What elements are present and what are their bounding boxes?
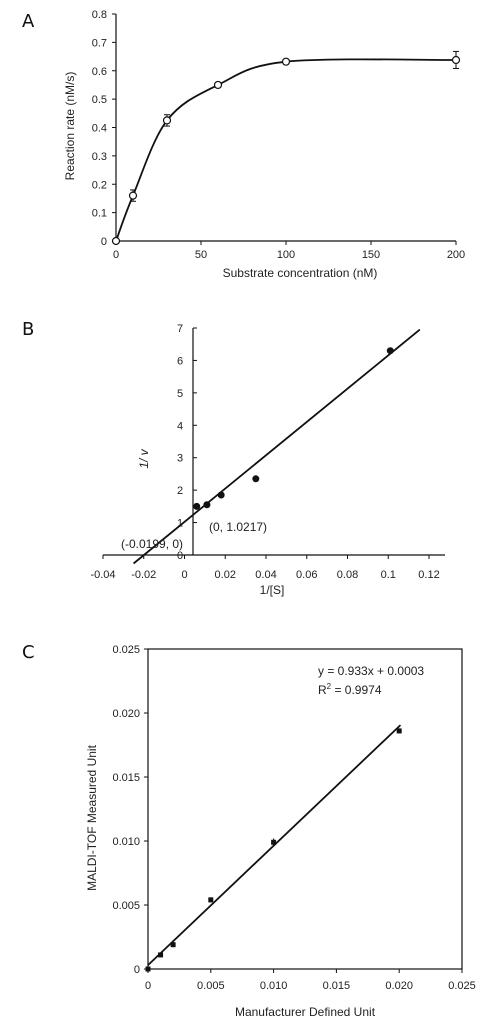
panel-b-data-point <box>203 501 211 509</box>
panel-a-x-tick-label: 200 <box>447 249 465 261</box>
panel-c-r-squared-sup: 2 <box>327 682 332 691</box>
panel-c-data-point <box>145 966 151 972</box>
panel-b-fit-line <box>132 328 421 565</box>
panel-a-data-point <box>111 236 121 246</box>
panel-a-x-tick-label: 100 <box>277 249 295 261</box>
panel-b-ticks: -0.04 -0.02 0 0.02 0.04 0.06 0.08 0.1 0.12 0 1 2 3 4 5… <box>90 323 439 581</box>
panel-b-points <box>193 347 394 510</box>
panel-c-data-point <box>396 728 402 734</box>
panel-b-y-axis-title: 1/ v <box>137 448 151 468</box>
panel-b: B -0.04 -0.02 0 0.02 0.04 0.06 0.08 0.1 0.12 0 1 2 3… <box>22 319 445 597</box>
panel-c-x-axis-title: Manufacturer Defined Unit <box>235 1005 376 1019</box>
panel-b-y-tick-label: 2 <box>177 485 183 497</box>
panel-b-data-point <box>252 475 260 483</box>
panel-c-ticks: 0 0.005 0.010 0.015 0.020 0.025 0 0.005 0.010 0.0… <box>112 644 475 992</box>
panel-b-x-tick-label: 0.04 <box>255 569 276 581</box>
panel-c-x-tick-label: 0.025 <box>448 980 476 992</box>
panel-c-y-tick-label: 0.020 <box>112 708 140 720</box>
panel-a-y-tick-label: 0.2 <box>92 179 107 191</box>
panel-c-y-axis-title: MALDI-TOF Measured Unit <box>85 744 99 890</box>
panel-c-plot-frame <box>147 648 463 970</box>
panel-a-label: A <box>22 11 35 32</box>
panel-b-x-tick-label: 0.02 <box>215 569 236 581</box>
panel-a-x-axis-title: Substrate concentration (nM) <box>223 266 378 280</box>
panel-b-y-tick-label: 7 <box>177 323 183 335</box>
panel-a-ticks: 0 50 100 150 200 0 0.1 0.2 0.3 0.4 0.5 0.6 0.7 0.8 <box>92 9 465 261</box>
panel-a-y-tick-label: 0.4 <box>92 123 107 135</box>
panel-a-y-tick-label: 0.8 <box>92 9 107 21</box>
panel-a-y-axis-title: Reaction rate (nM/s) <box>63 72 77 181</box>
panel-a-y-tick-label: 0.1 <box>92 208 107 220</box>
panel-c-y-tick-label: 0 <box>134 964 140 976</box>
panel-a-x-tick-label: 50 <box>195 249 207 261</box>
panel-c-data-point <box>271 839 277 845</box>
panel-b-x-axis-title: 1/[S] <box>260 583 285 597</box>
panel-b-data-point <box>217 491 225 499</box>
panel-c-x-tick-label: 0 <box>145 980 151 992</box>
panel-b-data-point <box>386 347 394 355</box>
panel-c-data-point <box>170 942 176 948</box>
panel-c-fit-line <box>147 724 402 966</box>
panel-b-x-tick-label: 0.1 <box>381 569 396 581</box>
panel-b-y-tick-label: 3 <box>177 453 183 465</box>
panel-b-y-tick-label: 1 <box>177 518 183 530</box>
panel-a-data-point <box>128 191 138 200</box>
panel-b-y-tick-label: 0 <box>177 550 183 562</box>
panel-c-r-squared-value: = 0.9974 <box>331 683 382 697</box>
panel-a-data-point <box>281 57 291 66</box>
panel-c-y-tick-label: 0.025 <box>112 644 140 656</box>
panel-b-y-tick-label: 4 <box>177 420 183 432</box>
panel-c-r-squared: R2 = 0.9974 <box>318 682 382 697</box>
panel-b-y-tick-label: 6 <box>177 355 183 367</box>
panel-c-data-point <box>208 897 214 903</box>
panel-a-y-tick-label: 0 <box>101 236 107 248</box>
panel-c-label: C <box>22 642 35 663</box>
panel-c-y-tick-label: 0.005 <box>112 900 140 912</box>
panel-c-data-point <box>158 952 164 958</box>
panel-a: A 0 50 100 150 20000.10.20.30.40.50.60.70.8 … <box>22 9 465 280</box>
panel-a-fit-curve <box>115 58 457 242</box>
panel-b-x-tick-label: -0.04 <box>90 569 115 581</box>
panel-c-equation: y = 0.933x + 0.0003 <box>318 664 424 678</box>
panel-b-y-intercept-label: (0, 1.0217) <box>209 520 267 534</box>
panel-b-x-intercept-label: (-0.0199, 0) <box>121 537 183 551</box>
panel-c-x-tick-label: 0.005 <box>197 980 225 992</box>
panel-c-x-tick-label: 0.010 <box>260 980 288 992</box>
panel-a-y-tick-label: 0.7 <box>92 37 107 49</box>
panel-b-data-point <box>193 502 201 510</box>
panel-c-y-tick-label: 0.010 <box>112 836 140 848</box>
panel-a-y-tick-label: 0.5 <box>92 94 107 106</box>
panel-a-x-tick-label: 150 <box>362 249 380 261</box>
panel-b-y-tick-label: 5 <box>177 388 183 400</box>
panel-a-x-tick-label: 0 <box>113 249 119 261</box>
panel-b-label: B <box>22 319 34 340</box>
panel-b-x-tick-label: 0.12 <box>418 569 439 581</box>
panel-b-x-tick-label: 0.08 <box>337 569 358 581</box>
panel-c-y-tick-label: 0.015 <box>112 772 140 784</box>
panel-c: C 0 0.005 0.010 0.015 0.020 0.02500.0050.0100… <box>22 642 476 1019</box>
panel-b-x-tick-label: 0.06 <box>296 569 317 581</box>
panel-c-x-tick-label: 0.020 <box>385 980 413 992</box>
panel-a-y-tick-label: 0.6 <box>92 66 107 78</box>
panel-b-x-tick-label: -0.02 <box>131 569 156 581</box>
panel-c-points <box>145 728 402 972</box>
panel-c-r-squared-r: R <box>318 683 327 697</box>
panel-c-x-tick-label: 0.015 <box>323 980 351 992</box>
panel-a-data-point <box>451 55 461 65</box>
panel-a-y-tick-label: 0.3 <box>92 151 107 163</box>
panel-b-x-tick-label: 0 <box>181 569 187 581</box>
panel-a-data-point <box>162 116 172 125</box>
panel-a-points <box>111 50 461 246</box>
panel-a-data-point <box>213 80 223 90</box>
